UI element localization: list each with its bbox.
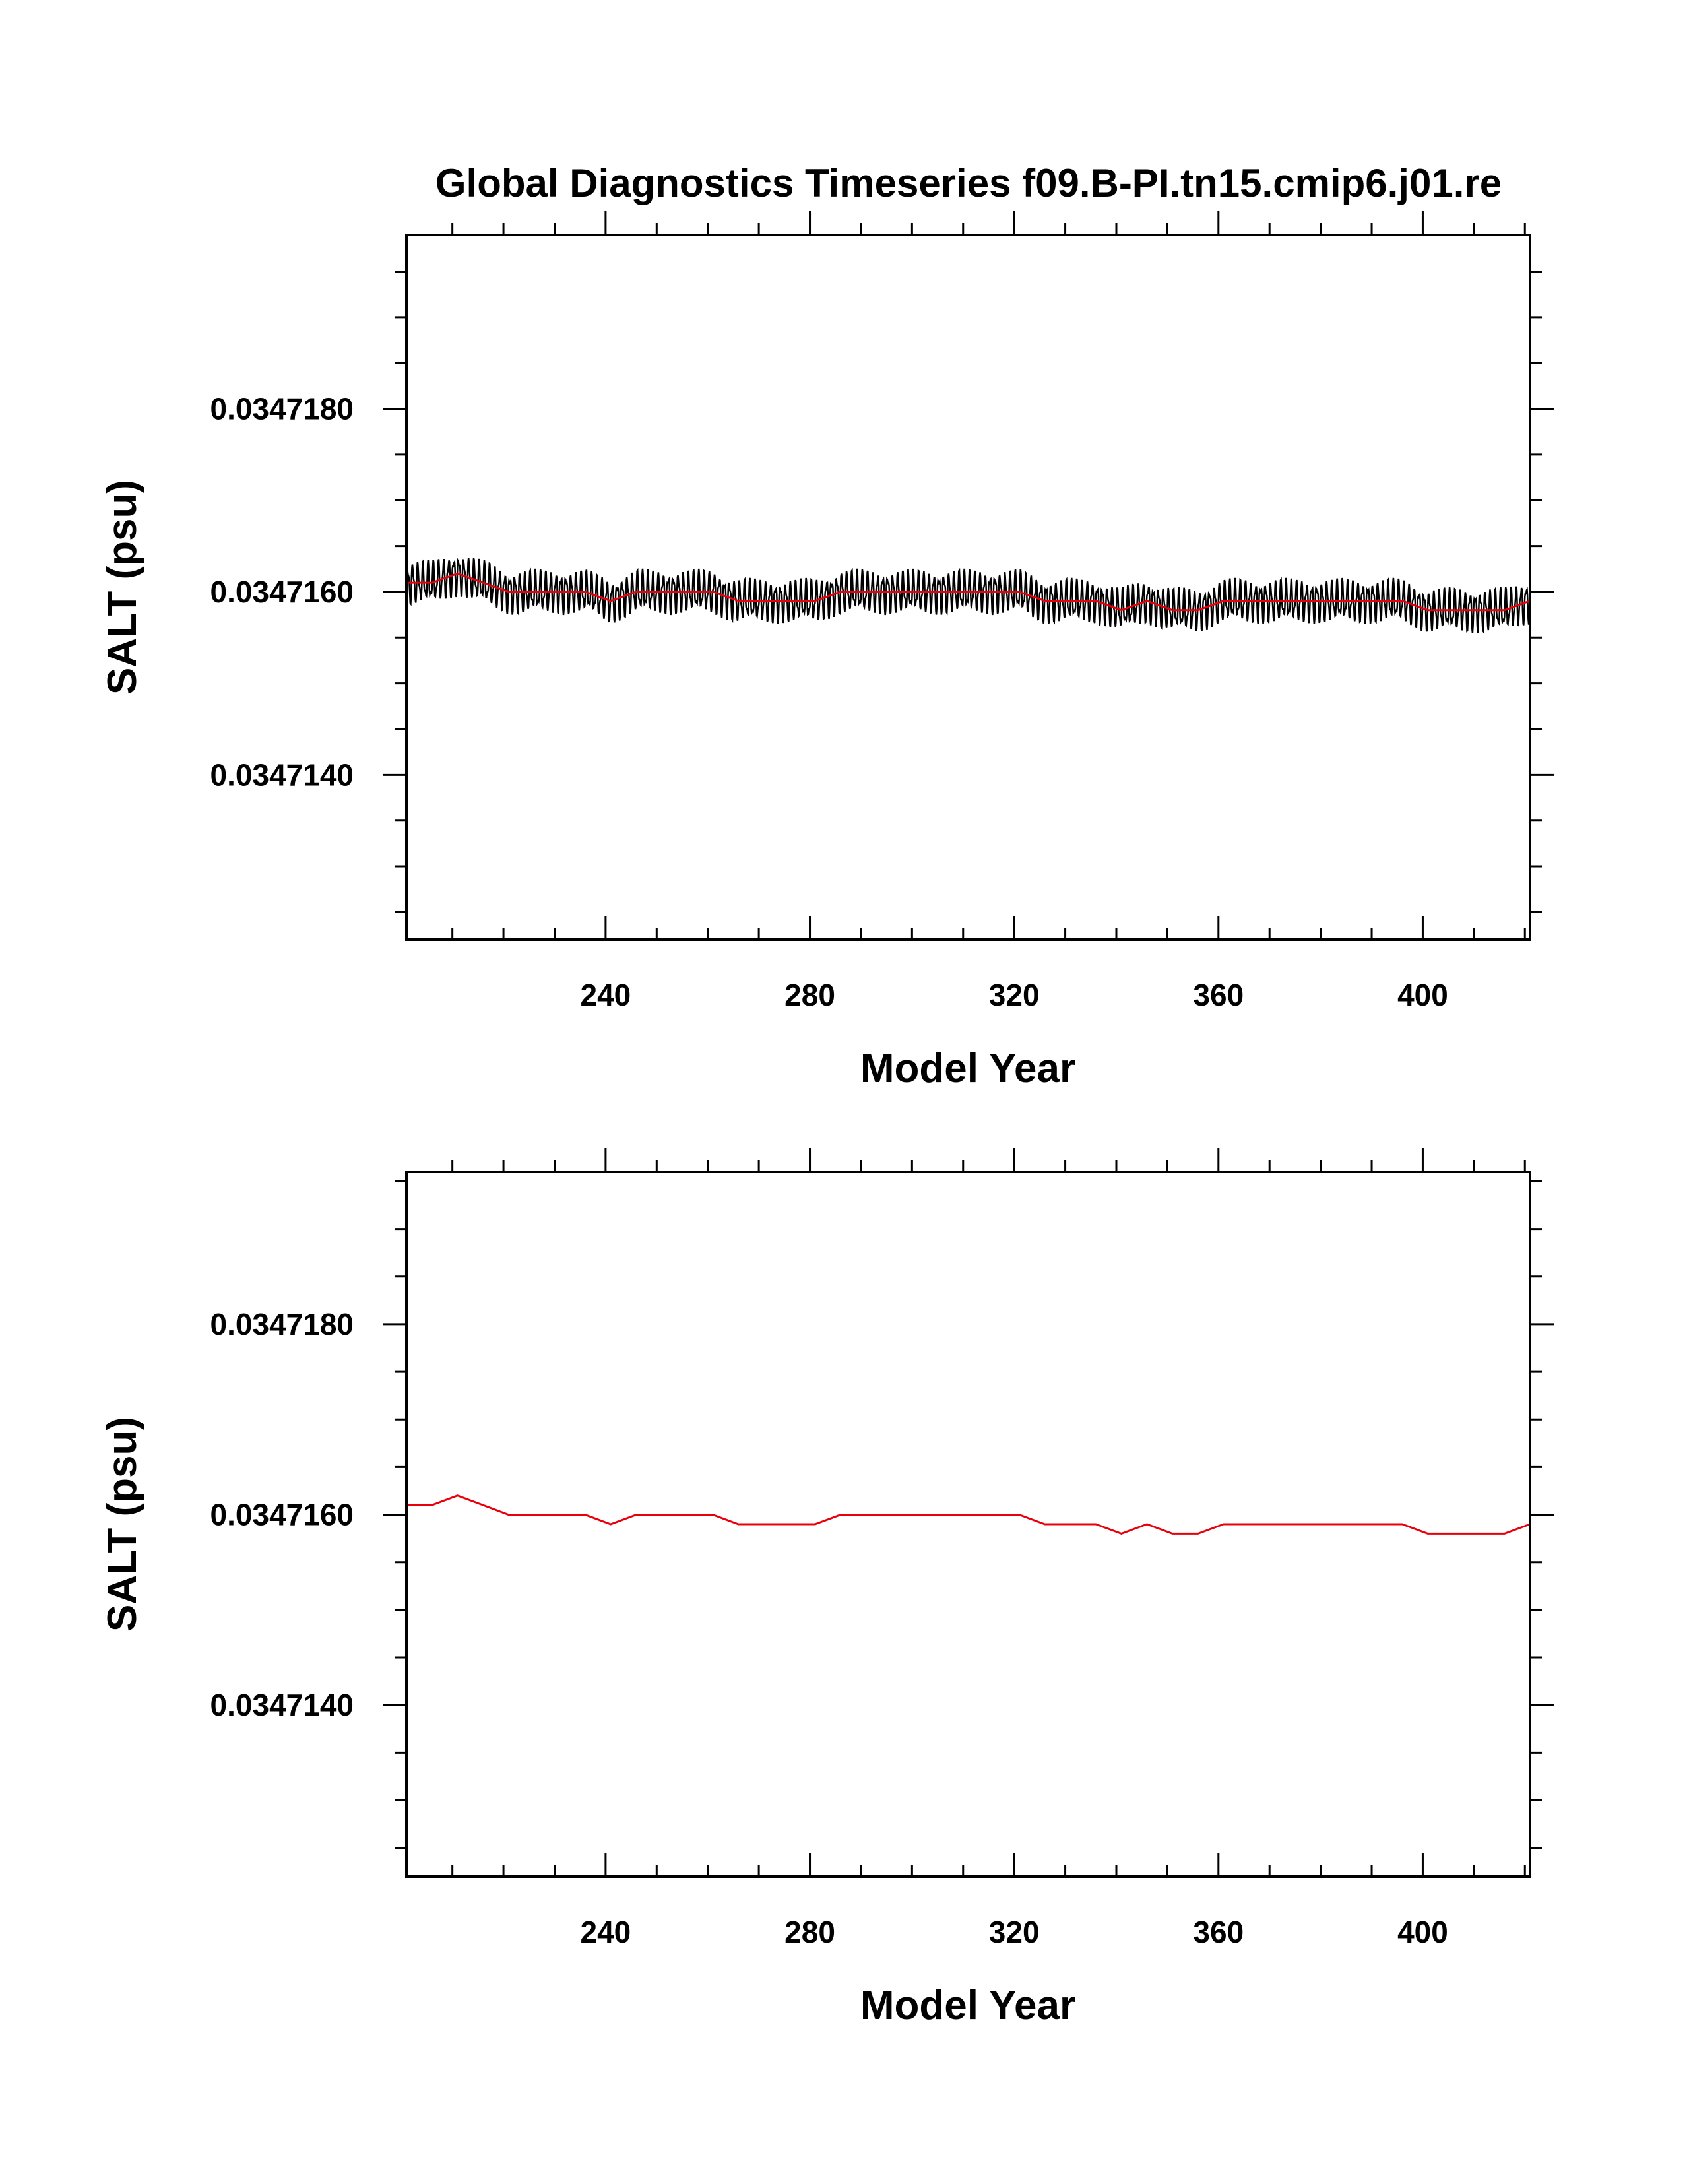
y-axis-title: SALT (psu)	[100, 480, 145, 695]
plot-area	[405, 558, 1531, 634]
plot-frame	[405, 1171, 1531, 1878]
y-tick-label: 0.0347160	[210, 1498, 354, 1532]
y-tick-label: 0.0347160	[210, 575, 354, 609]
y-tick-label: 0.0347180	[210, 392, 354, 426]
chart-title: Global Diagnostics Timeseries f09.B-PI.t…	[435, 161, 1502, 205]
y-tick-label: 0.0347140	[210, 757, 354, 792]
x-axis-title: Model Year	[860, 1983, 1075, 2028]
x-tick-labels: 240 280 320 360 400	[581, 1915, 1448, 1949]
y-tick-label: 0.0347180	[210, 1307, 354, 1341]
series-monthly-line	[405, 558, 1531, 634]
panel-top: 0.0347140 0.0347160 0.0347180 240 280 320 360…	[100, 211, 1554, 1091]
x-tick-label: 240	[581, 978, 631, 1012]
x-tick-label: 400	[1397, 1915, 1448, 1949]
x-tick-label: 280	[784, 1915, 835, 1949]
tick-marks	[383, 211, 1554, 940]
x-tick-label: 320	[989, 978, 1040, 1012]
x-tick-label: 280	[784, 978, 835, 1012]
series-annual-line	[406, 572, 1531, 612]
series-annual-line	[406, 1494, 1531, 1535]
x-tick-label: 240	[581, 1915, 631, 1949]
plot-area	[406, 1494, 1531, 1535]
x-axis-title: Model Year	[860, 1046, 1075, 1091]
x-tick-labels: 240 280 320 360 400	[581, 978, 1448, 1012]
y-tick-labels: 0.0347140 0.0347160 0.0347180	[210, 392, 354, 792]
y-axis-title: SALT (psu)	[100, 1417, 145, 1632]
tick-marks	[383, 1148, 1554, 1877]
x-tick-label: 320	[989, 1915, 1040, 1949]
y-tick-labels: 0.0347140 0.0347160 0.0347180	[210, 1307, 354, 1722]
panel-bottom: 0.0347140 0.0347160 0.0347180 240 280 320 360…	[100, 1148, 1554, 2028]
x-tick-label: 360	[1193, 978, 1244, 1012]
x-tick-label: 400	[1397, 978, 1448, 1012]
plot-frame	[405, 234, 1531, 941]
y-tick-label: 0.0347140	[210, 1688, 354, 1722]
x-tick-label: 360	[1193, 1915, 1244, 1949]
